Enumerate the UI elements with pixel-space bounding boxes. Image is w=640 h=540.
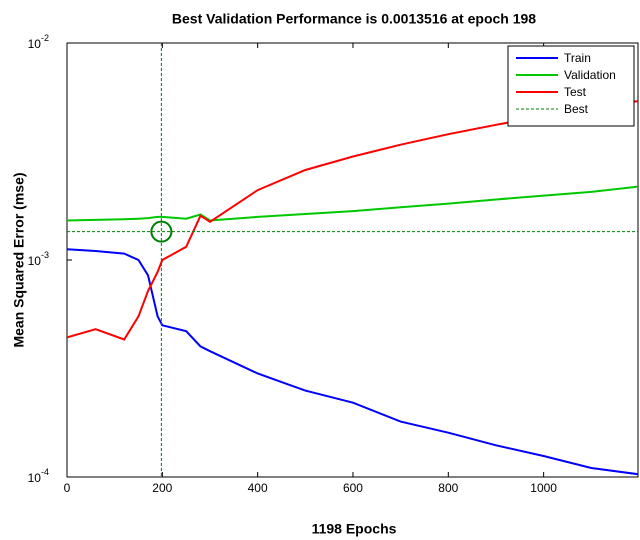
x-tick-label: 400: [248, 481, 268, 495]
y-tick-exponent: -2: [41, 33, 49, 43]
x-tick-label: 200: [152, 481, 172, 495]
y-tick-label: 10-2: [28, 33, 49, 51]
legend-label: Best: [564, 102, 589, 116]
legend-label: Validation: [564, 68, 616, 82]
series-line: [67, 248, 638, 476]
chart-title: Best Validation Performance is 0.0013516…: [172, 11, 536, 27]
x-axis-label: 1198 Epochs: [312, 521, 397, 537]
best-marker: [150, 220, 173, 243]
x-tick-label: 0: [64, 481, 71, 495]
legend-label: Train: [564, 51, 591, 65]
y-tick-label: 10-3: [28, 250, 49, 268]
x-tick-label: 1000: [530, 481, 557, 495]
x-tick-label: 600: [343, 481, 363, 495]
x-tick-label: 800: [438, 481, 458, 495]
series-line: [67, 185, 638, 222]
y-tick-base: 10: [28, 471, 42, 485]
series-line: [67, 100, 638, 341]
y-axis-label: Mean Squared Error (mse): [11, 172, 27, 347]
legend-box: [507, 45, 635, 127]
y-tick-exponent: -3: [41, 250, 49, 260]
legend-label: Test: [564, 85, 587, 99]
y-tick-label: 10-4: [28, 467, 49, 485]
y-tick-exponent: -4: [41, 467, 49, 477]
y-tick-base: 10: [28, 37, 42, 51]
y-tick-base: 10: [28, 254, 42, 268]
